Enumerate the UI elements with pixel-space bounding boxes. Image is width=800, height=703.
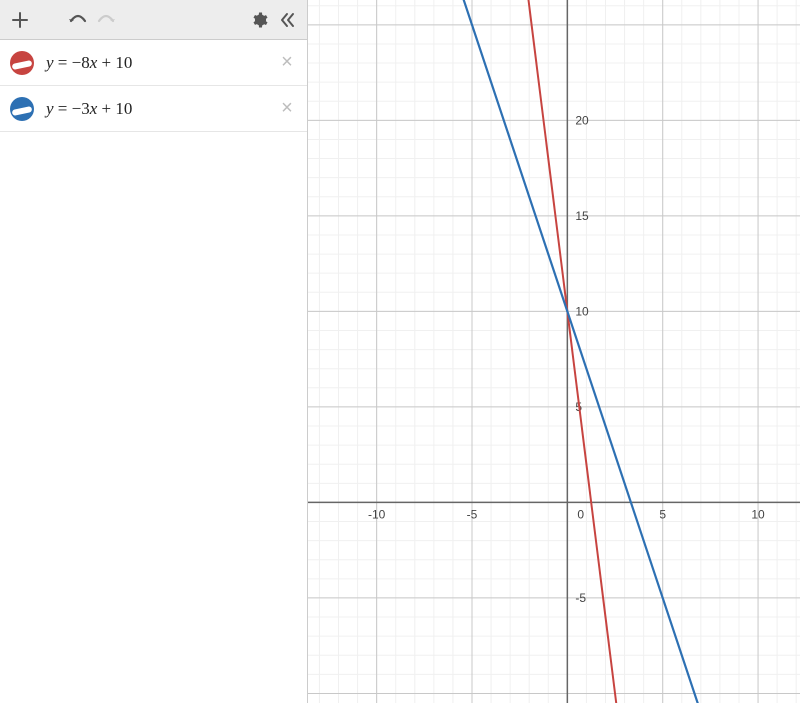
delete-expression-button[interactable]: × xyxy=(275,97,299,120)
y-tick-label: -5 xyxy=(575,591,586,605)
expression-row[interactable]: y = −3x + 10× xyxy=(0,86,307,132)
expression-list: y = −8x + 10×y = −3x + 10× xyxy=(0,40,307,132)
chevron-double-left-icon xyxy=(278,11,296,29)
redo-button[interactable] xyxy=(92,6,120,34)
y-tick-label: 20 xyxy=(575,113,589,127)
gear-icon xyxy=(250,11,268,29)
plus-icon xyxy=(12,12,28,28)
collapse-button[interactable] xyxy=(273,6,301,34)
settings-button[interactable] xyxy=(245,6,273,34)
expression-color-icon[interactable] xyxy=(10,97,34,121)
y-tick-label: 10 xyxy=(575,304,589,318)
expression-sidebar: y = −8x + 10×y = −3x + 10× xyxy=(0,0,308,703)
graph-pane[interactable]: -10-50510-55101520 xyxy=(308,0,800,703)
x-tick-label: -5 xyxy=(467,507,478,521)
x-tick-label: 5 xyxy=(659,507,666,521)
redo-icon xyxy=(96,13,116,27)
undo-icon xyxy=(68,13,88,27)
x-tick-label: 0 xyxy=(577,507,584,521)
undo-button[interactable] xyxy=(64,6,92,34)
app-root: y = −8x + 10×y = −3x + 10× -10-50510-551… xyxy=(0,0,800,703)
sidebar-toolbar xyxy=(0,0,307,40)
expression-text[interactable]: y = −8x + 10 xyxy=(46,53,275,73)
expression-color-icon[interactable] xyxy=(10,51,34,75)
y-tick-label: 15 xyxy=(575,209,589,223)
expression-text[interactable]: y = −3x + 10 xyxy=(46,99,275,119)
graph-canvas[interactable]: -10-50510-55101520 xyxy=(308,0,800,703)
x-tick-label: 10 xyxy=(751,507,765,521)
expression-row[interactable]: y = −8x + 10× xyxy=(0,40,307,86)
x-tick-label: -10 xyxy=(368,507,386,521)
delete-expression-button[interactable]: × xyxy=(275,51,299,74)
add-button[interactable] xyxy=(6,6,34,34)
